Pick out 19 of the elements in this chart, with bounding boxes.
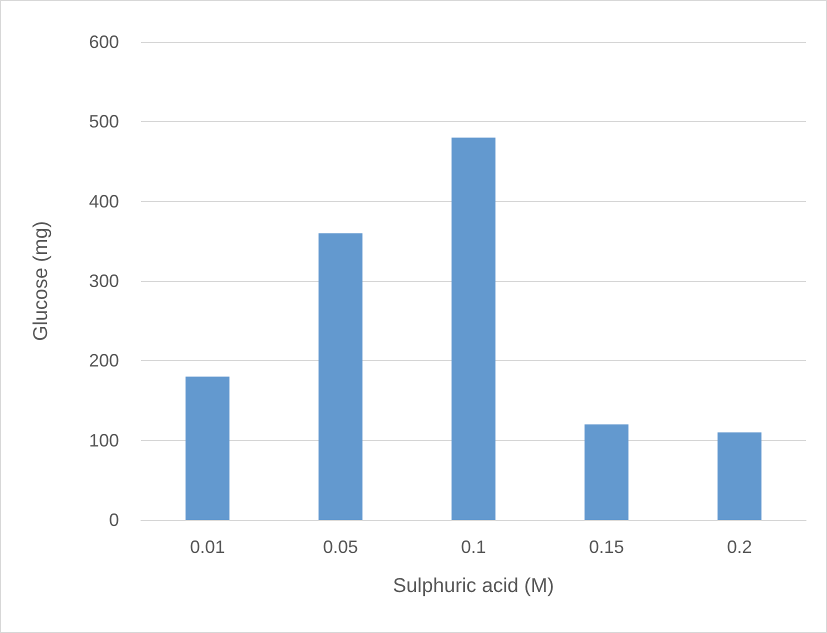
x-tick-label: 0.01 <box>190 537 226 557</box>
y-tick-label: 400 <box>88 191 119 212</box>
x-tick-label: 0.1 <box>460 537 486 557</box>
bar <box>452 138 496 520</box>
y-tick-label: 300 <box>88 271 119 291</box>
x-tick-label: 0.15 <box>588 537 624 557</box>
y-tick-label: 200 <box>88 350 119 371</box>
y-tick-label: 500 <box>88 112 119 132</box>
bar <box>186 376 230 520</box>
y-axis-title: Glucose (mg) <box>30 220 52 342</box>
x-tick-label: 0.05 <box>322 537 358 557</box>
x-axis-title: Sulphuric acid (M) <box>392 575 554 597</box>
bar <box>584 424 628 520</box>
y-tick-label: 0 <box>108 510 119 530</box>
bar <box>318 233 362 520</box>
y-tick-label: 100 <box>88 430 119 450</box>
bar <box>718 432 762 520</box>
y-tick-label: 600 <box>88 32 119 52</box>
x-tick-label: 0.2 <box>726 537 752 557</box>
